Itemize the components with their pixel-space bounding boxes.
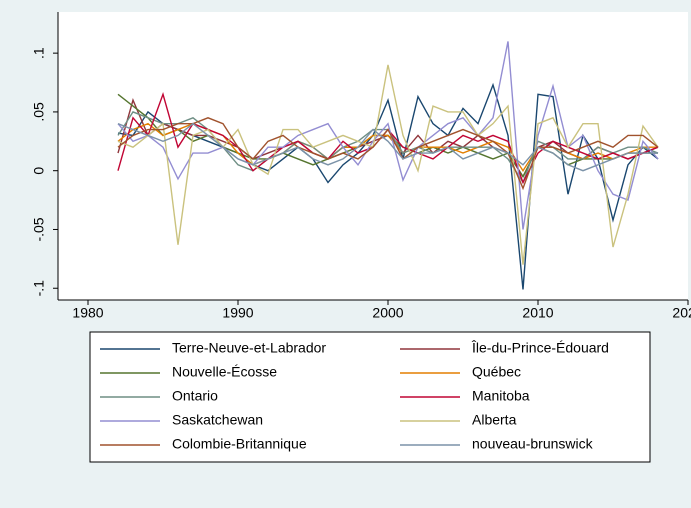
series-line: [117, 82, 659, 290]
x-tick-label: 2000: [372, 305, 403, 321]
x-tick-label: 2020: [672, 305, 691, 321]
y-tick-label: .1: [31, 47, 47, 59]
y-tick-label: .05: [31, 102, 47, 122]
legend: [89, 331, 651, 463]
legend-label: Nouvelle-Écosse: [172, 364, 277, 380]
x-tick-label: 2010: [522, 305, 553, 321]
series-line: [117, 117, 659, 191]
x-tick-label: 1980: [72, 305, 103, 321]
series-line: [117, 64, 659, 265]
x-tick-label: 1990: [222, 305, 253, 321]
y-tick-label: -.05: [31, 217, 47, 241]
legend-label: Colombie-Britannique: [172, 436, 307, 452]
series-line: [117, 122, 658, 172]
plot-area: [58, 12, 688, 300]
legend-label: Alberta: [472, 412, 517, 428]
legend-label: Manitoba: [472, 388, 530, 404]
legend-label: Saskatchewan: [172, 412, 263, 428]
legend-label: nouveau-brunswick: [472, 436, 594, 452]
y-tick-label: 0: [31, 167, 47, 175]
legend-label: Île-du-Prince-Édouard: [471, 340, 609, 356]
legend-label: Terre-Neuve-et-Labrador: [172, 340, 326, 356]
legend-label: Québec: [472, 364, 521, 380]
legend-label: Ontario: [172, 388, 218, 404]
y-tick-label: -.1: [31, 280, 47, 297]
